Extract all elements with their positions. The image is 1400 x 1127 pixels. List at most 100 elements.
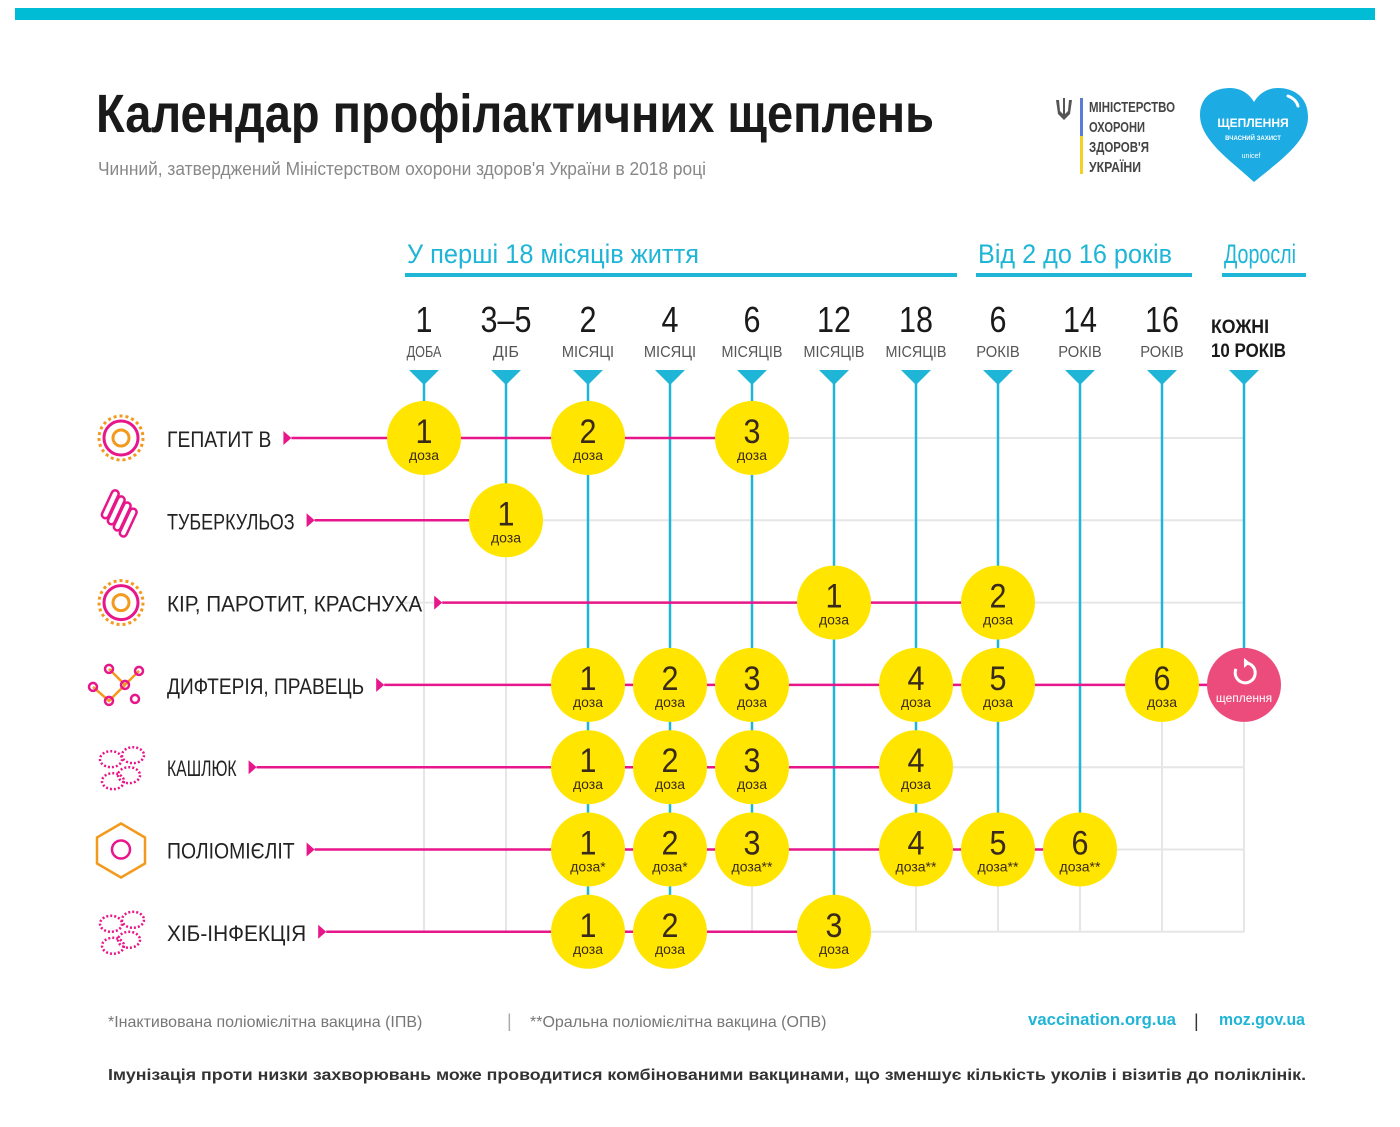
- icon-part: [111, 428, 131, 448]
- dose-number: 2: [662, 907, 679, 945]
- dose-circle: [387, 401, 461, 475]
- icon-part: [102, 584, 140, 622]
- dose-number: 4: [908, 742, 925, 780]
- dose-label: доза: [655, 694, 685, 710]
- dose-circle: [633, 894, 707, 969]
- unicef-logo-text: unicef: [1242, 153, 1261, 160]
- dose-label: доза: [737, 447, 767, 463]
- dose-label: доза**: [1060, 859, 1101, 875]
- ministry-line: УКРАЇНИ: [1089, 159, 1141, 176]
- icon-part: [98, 749, 124, 769]
- dose-circle: [715, 730, 789, 805]
- column-marker-triangle-icon: [1065, 370, 1095, 385]
- dose-circle: [715, 812, 789, 887]
- disease-label: ГЕПАТИТ В: [167, 427, 271, 452]
- dose-label: доза: [573, 941, 603, 957]
- column-marker-triangle-icon: [491, 370, 521, 385]
- dose-circle: [551, 812, 625, 887]
- top-bar: [15, 8, 1375, 20]
- icon-part: [120, 910, 146, 930]
- section-underline: [405, 273, 957, 277]
- section-underline: [976, 273, 1192, 277]
- column-age-unit: МІСЯЦІВ: [886, 344, 947, 361]
- dose-number: 1: [580, 742, 597, 780]
- dose-label: доза: [983, 694, 1013, 710]
- icon-part: [100, 936, 126, 956]
- column-age-number: 1: [416, 299, 433, 340]
- section-label: У перші 18 місяців життя: [407, 239, 699, 269]
- column-age-unit: ДОБА: [407, 344, 442, 361]
- dose-number: 2: [662, 742, 679, 780]
- ministry-line: ЗДОРОВ'Я: [1089, 139, 1149, 156]
- tuberculosis-bacteria-icon: [100, 489, 138, 538]
- column-marker-triangle-icon: [737, 370, 767, 385]
- disease-label: КАШЛЮК: [167, 756, 237, 781]
- column-age-unit: МІСЯЦІ: [562, 344, 614, 361]
- icon-part: [129, 693, 141, 705]
- icon-part: [111, 593, 131, 613]
- column-age-unit: РОКІВ: [976, 344, 1020, 361]
- column-age-number: 18: [899, 299, 933, 340]
- icon-part: [118, 507, 138, 538]
- link-separator: |: [1194, 1011, 1199, 1031]
- dose-circle: [961, 647, 1035, 722]
- icon-part: [102, 419, 140, 457]
- dose-label: доза: [655, 941, 685, 957]
- dose-circle: [879, 730, 953, 805]
- column-marker-triangle-icon: [409, 370, 439, 385]
- dose-number: 5: [990, 660, 1007, 698]
- icon-part: [97, 414, 145, 462]
- dose-circle: [551, 647, 625, 722]
- dose-label: доза**: [896, 859, 937, 875]
- dose-circle: [633, 812, 707, 887]
- dose-number: 1: [826, 578, 843, 616]
- measles-virus-icon: [97, 579, 145, 627]
- ministry-logo: МІНІСТЕРСТВО ОХОРОНИ ЗДОРОВ'Я УКРАЇНИ: [1056, 98, 1175, 176]
- icon-part: [119, 679, 131, 691]
- row-arrow-icon: [376, 677, 385, 692]
- disease-label: ПОЛІОМІЄЛІТ: [167, 839, 295, 864]
- link-moz[interactable]: moz.gov.ua: [1219, 1010, 1306, 1029]
- column-age-number: 6: [990, 299, 1007, 340]
- column-age-unit: МІСЯЦІВ: [722, 344, 783, 361]
- column-age-number: 3–5: [481, 299, 532, 340]
- dose-circle: [879, 812, 953, 887]
- dose-label: доза: [901, 694, 931, 710]
- icon-part: [110, 839, 132, 860]
- link-vaccination[interactable]: vaccination.org.ua: [1028, 1010, 1177, 1029]
- footnote-ipv: *Інактивована поліомієлітна вакцина (ІПВ…: [108, 1014, 422, 1031]
- dose-label: доза**: [978, 859, 1019, 875]
- dose-number: 3: [744, 413, 761, 451]
- disease-row: ПОЛІОМІЄЛІТ 1доза*2доза*3доза**4доза**5до…: [95, 812, 1117, 887]
- dose-circle: [551, 894, 625, 969]
- heart-icon: [1200, 88, 1308, 182]
- icon-part: [100, 771, 126, 791]
- disease-row: ДИФТЕРІЯ, ПРАВЕЦЬ 1доза2доза3доза4доза5до…: [87, 647, 1281, 722]
- dose-label: доза: [573, 776, 603, 792]
- booster-label: щеплення: [1216, 691, 1272, 705]
- row-arrow-icon: [248, 760, 257, 775]
- dose-circle: [551, 730, 625, 805]
- column-marker-triangle-icon: [1229, 370, 1259, 385]
- dose-circle: [715, 401, 789, 475]
- dose-label: доза: [491, 529, 521, 545]
- column-marker-triangle-icon: [983, 370, 1013, 385]
- icon-part: [103, 663, 115, 675]
- dose-label: доза*: [570, 859, 606, 875]
